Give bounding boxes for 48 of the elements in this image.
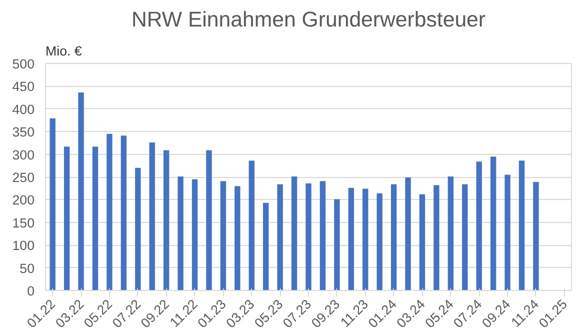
bar bbox=[220, 181, 226, 290]
bar bbox=[490, 156, 496, 290]
y-tick-label: 150 bbox=[12, 215, 35, 230]
y-tick-label: 500 bbox=[12, 56, 35, 72]
y-tick-label: 400 bbox=[12, 102, 35, 117]
bar bbox=[306, 183, 312, 290]
y-tick-label: 100 bbox=[12, 238, 35, 254]
bar bbox=[64, 146, 70, 290]
bar bbox=[419, 194, 426, 290]
y-tick-label: 450 bbox=[12, 79, 35, 94]
bar bbox=[334, 199, 340, 290]
bar bbox=[263, 202, 269, 290]
y-tick-label: 200 bbox=[12, 192, 35, 208]
bar bbox=[504, 174, 510, 290]
bar bbox=[78, 92, 84, 290]
bar bbox=[248, 160, 254, 290]
bar bbox=[120, 136, 127, 290]
bar bbox=[434, 185, 440, 290]
bar bbox=[462, 184, 468, 290]
bar bbox=[533, 182, 539, 290]
bar bbox=[234, 186, 240, 290]
bar bbox=[476, 162, 482, 290]
y-tick-label: 300 bbox=[12, 147, 35, 162]
bar bbox=[390, 184, 397, 290]
bar bbox=[448, 176, 454, 290]
y-tick-label: 250 bbox=[12, 170, 35, 185]
bar bbox=[206, 150, 212, 290]
bar bbox=[348, 188, 354, 290]
bar bbox=[106, 134, 112, 290]
bar bbox=[92, 146, 98, 290]
y-tick-label: 0 bbox=[27, 284, 35, 298]
bar bbox=[362, 188, 368, 290]
bar bbox=[178, 176, 184, 290]
y-tick-label: 50 bbox=[20, 260, 35, 276]
bar bbox=[192, 179, 198, 290]
bar bbox=[376, 193, 382, 290]
bar bbox=[291, 176, 298, 290]
bar bbox=[149, 142, 155, 290]
bar bbox=[50, 118, 56, 290]
bar bbox=[163, 150, 170, 290]
bar bbox=[405, 177, 411, 290]
bar bbox=[277, 184, 283, 290]
bar bbox=[135, 168, 141, 290]
y-tick-label: 350 bbox=[12, 124, 35, 140]
bar bbox=[320, 181, 326, 290]
chart-title: NRW Einnahmen Grunderwerbsteuer bbox=[131, 8, 486, 32]
y-axis-title: Mio. € bbox=[46, 44, 82, 58]
bar bbox=[518, 160, 525, 290]
